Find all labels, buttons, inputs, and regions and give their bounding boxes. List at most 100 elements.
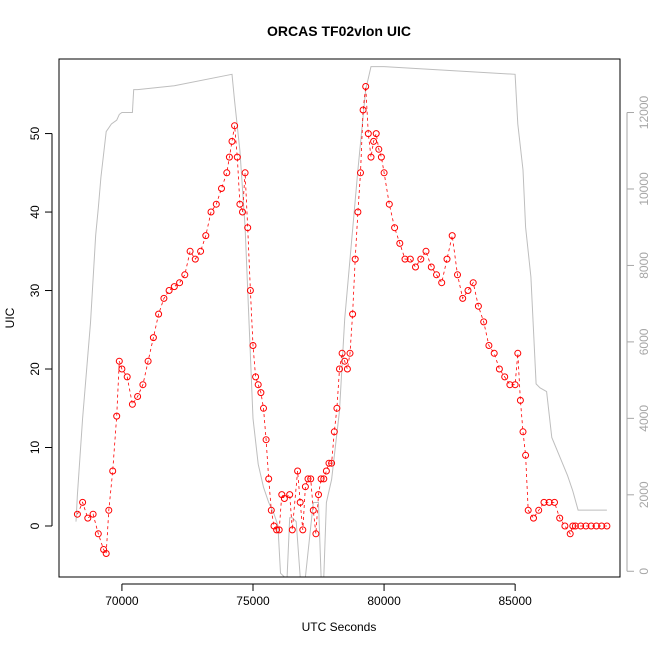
uic-point [262,436,270,444]
uic-point [566,530,574,538]
y-tick-label: 0 [28,522,42,529]
uic-point [582,522,590,530]
y2-tick-label: 12000 [637,96,650,130]
uic-point [191,255,199,263]
uic-point [207,208,215,216]
uic-point [338,349,346,357]
uic-point [257,389,265,397]
uic-point [354,208,362,216]
uic-point [412,263,419,271]
y2-tick-label: 10000 [637,172,650,206]
uic-point [109,467,117,475]
uic-point [233,153,241,161]
uic-point [540,498,548,506]
uic-point [186,247,194,255]
uic-point [427,263,435,271]
uic-point [454,271,461,279]
uic-point [118,365,126,373]
x-tick-label: 85000 [498,594,532,608]
uic-point [273,526,281,534]
uic-point [79,498,87,506]
y2-tick-label: 0 [637,568,650,575]
uic-point [202,232,210,240]
uic-point [514,349,522,357]
uic-point [577,522,585,530]
uic-point [280,495,288,502]
uic-point [349,310,357,318]
uic-point [506,381,514,389]
uic-point [603,522,611,530]
uic-point [372,130,380,138]
uic-point [351,255,359,263]
uic-point [375,145,383,153]
uic-point [249,342,257,349]
uic-point [275,526,283,534]
y2-axis: 0 2000 4000 6000 8000 10000 12000 [626,96,650,575]
uic-point [530,514,537,522]
uic-point [84,514,92,522]
uic-point [480,318,488,326]
uic-point [569,522,577,530]
uic-point [296,498,304,506]
uic-point [246,287,254,294]
uic-point [511,381,519,389]
uic-point [312,530,320,538]
uic-point [571,522,579,530]
uic-point [265,475,273,483]
uic-point [474,302,482,310]
y-tick-label: 30 [28,284,42,298]
uic-point [545,498,553,506]
uic-point [357,169,364,177]
uic-point [218,185,225,192]
uic-point [236,200,244,208]
uic-point [225,153,233,161]
uic-point [485,342,493,349]
uic-point [598,522,606,530]
uic-point [102,550,110,557]
uic-point [128,400,136,408]
uic-point [333,404,341,412]
altitude-line-layer [75,66,607,578]
uic-point [380,169,388,177]
uic-point [501,373,509,381]
uic-point [267,506,275,514]
uic-point [469,279,477,287]
uic-point [286,491,294,499]
uic-point [252,373,260,381]
uic-point [165,287,173,294]
y-axis: 0 10 20 30 40 50 [28,127,53,529]
uic-point [294,467,302,475]
uic-point [115,357,123,365]
y2-tick-label: 4000 [637,405,650,432]
uic-point [322,467,330,475]
uic-point [417,255,425,263]
uic-point [522,451,530,459]
uic-point [288,526,296,534]
uic-point [359,106,367,114]
uic-point [396,239,404,247]
uic-point [149,334,157,342]
uic-point [328,459,336,467]
uic-point [212,200,220,208]
uic-scatter-layer [73,83,611,557]
uic-point [241,169,249,177]
uic-connector-line [77,86,607,555]
uic-point [260,404,267,412]
uic-point [309,506,317,514]
x-tick-label: 75000 [236,594,270,608]
y2-tick-label: 6000 [637,328,650,355]
y-axis-label: UIC [3,307,17,328]
uic-point [433,271,440,279]
y2-tick-label: 8000 [637,252,650,279]
uic-point [592,522,600,530]
uic-point [181,271,189,279]
uic-point [551,498,558,506]
x-tick-label: 70000 [105,594,139,608]
y2-tick-label: 2000 [637,481,650,508]
uic-point [367,153,375,161]
uic-point [443,255,451,263]
uic-point [362,83,370,90]
uic-point [448,232,456,240]
plot-frame [58,58,621,578]
uic-point [304,475,312,483]
